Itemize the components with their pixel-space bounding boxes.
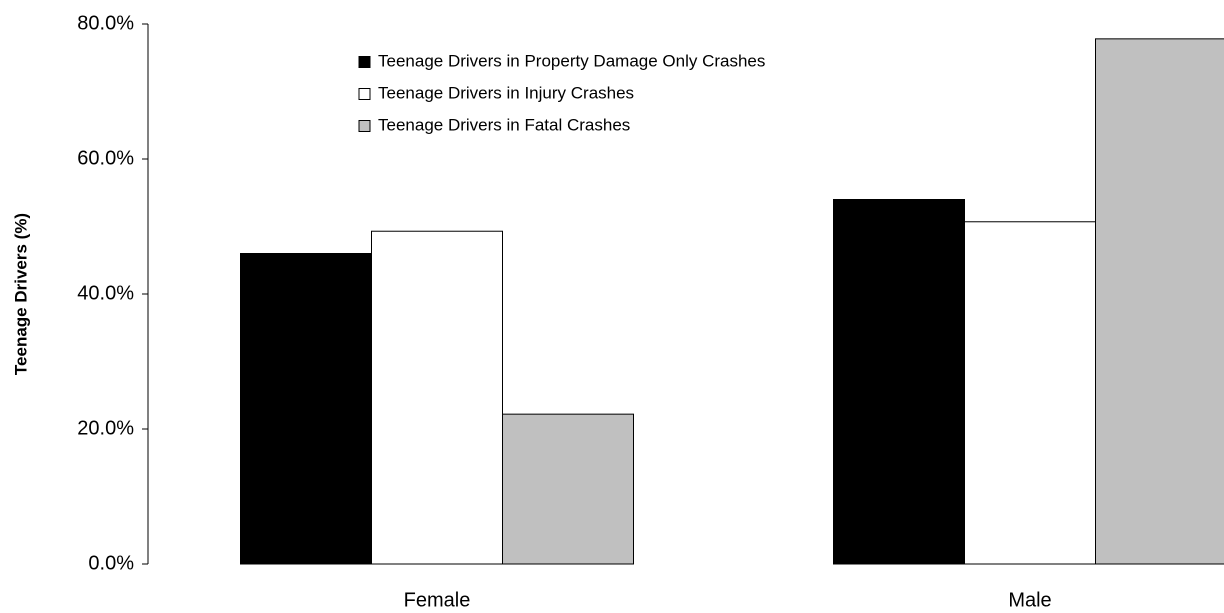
legend-label: Teenage Drivers in Property Damage Only …	[378, 51, 765, 70]
bar	[1095, 38, 1224, 565]
x-tick-label: Female	[404, 589, 471, 611]
y-tick-label: 80.0%	[77, 12, 134, 34]
y-tick-label: 20.0%	[77, 417, 134, 439]
bar	[833, 199, 965, 565]
legend-swatch	[358, 56, 371, 68]
x-tick-label: Male	[1008, 589, 1051, 611]
y-axis-label: Teenage Drivers (%)	[11, 213, 30, 375]
legend-swatch	[358, 120, 371, 132]
bar	[502, 413, 634, 565]
y-tick-label: 60.0%	[77, 147, 134, 169]
bar	[240, 253, 372, 565]
y-tick-label: 0.0%	[88, 552, 134, 574]
legend-swatch	[358, 88, 371, 100]
bar	[964, 221, 1096, 565]
y-tick-label: 40.0%	[77, 282, 134, 304]
legend-label: Teenage Drivers in Fatal Crashes	[378, 115, 630, 134]
legend-label: Teenage Drivers in Injury Crashes	[378, 83, 634, 102]
bar	[371, 230, 503, 565]
